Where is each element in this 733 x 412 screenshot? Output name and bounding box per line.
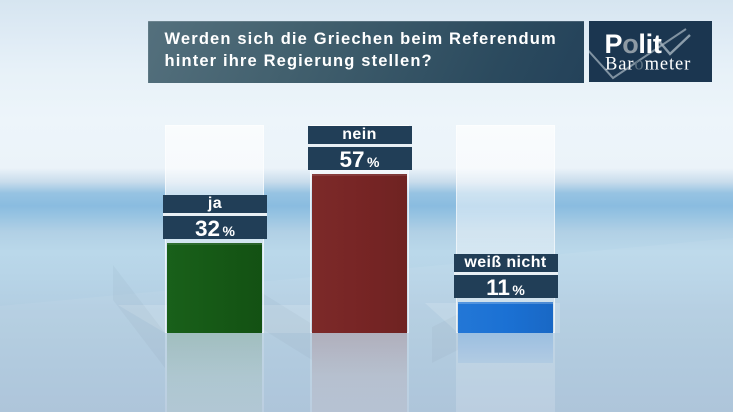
svg-text:Polit: Polit: [605, 29, 662, 59]
svg-text:Barometer: Barometer: [605, 55, 691, 75]
